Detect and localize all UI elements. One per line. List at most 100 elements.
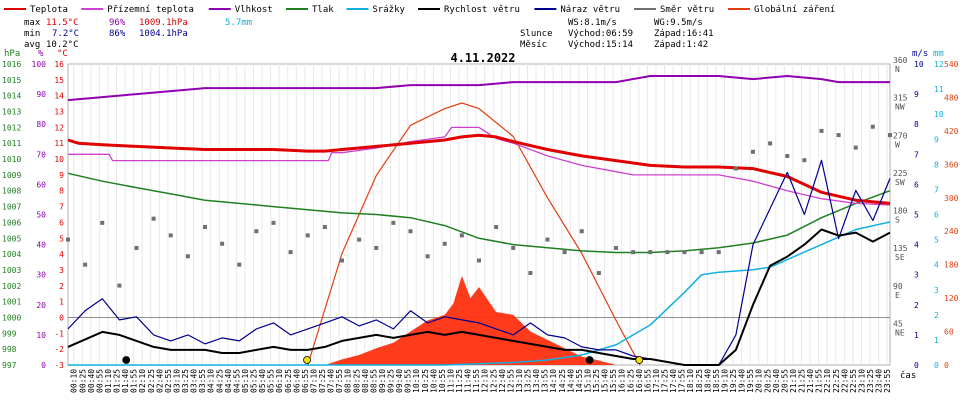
wind-dir-point-5: [151, 216, 156, 221]
tick-wind-5: 5: [914, 211, 919, 220]
time-label-7: 01:55: [130, 369, 139, 393]
wind-dir-point-23: [459, 233, 464, 238]
time-label-65: 16:25: [626, 369, 635, 393]
tick-temp-11: 8: [59, 187, 64, 196]
tick-rain-12: 12: [934, 60, 944, 69]
tick-temp-17: 14: [54, 92, 64, 101]
tick-dir-4: 225: [893, 169, 908, 178]
wind-dir-point-48: [888, 133, 892, 138]
tick-hpa-5: 1002: [2, 282, 21, 291]
time-label-11: 02:55: [164, 369, 173, 393]
time-label-45: 11:25: [455, 369, 464, 393]
time-label-83: 20:55: [780, 369, 789, 393]
wind-dir-point-24: [477, 258, 481, 263]
tick-rad-0: 0: [944, 361, 949, 370]
tick-dir-name-1: E: [895, 291, 900, 300]
time-label-22: 05:40: [258, 369, 267, 393]
tick-temp-6: 3: [59, 266, 64, 275]
wind-dir-point-39: [733, 166, 738, 171]
time-label-38: 09:40: [395, 369, 404, 393]
axis-header-hpa: hPa: [4, 49, 20, 59]
tick-rad-7: 420: [944, 127, 959, 136]
stats-min-press: 1004.1hPa: [139, 29, 188, 39]
wind-dir-point-8: [203, 225, 207, 230]
time-label-24: 06:10: [275, 369, 284, 393]
tick-wind-2: 2: [914, 301, 919, 310]
time-label-94: 23:40: [875, 369, 884, 393]
time-label-68: 17:10: [652, 369, 661, 393]
tick-temp-0: -3: [54, 361, 64, 370]
tick-temp-10: 7: [59, 203, 64, 212]
tick-dir-5: 270: [893, 131, 908, 140]
tick-wind-9: 9: [914, 90, 919, 99]
time-label-64: 16:10: [618, 369, 627, 393]
tick-temp-14: 11: [54, 139, 64, 148]
time-label-43: 10:55: [438, 369, 447, 393]
wind-dir-point-20: [408, 229, 413, 234]
time-label-62: 15:40: [601, 369, 610, 393]
wind-dir-point-36: [682, 250, 687, 255]
series-gust-line: [67, 159, 891, 366]
tick-pct-2: 10: [36, 331, 46, 340]
wind-dir-point-14: [305, 233, 310, 238]
wind-dir-point-38: [716, 250, 721, 255]
tick-dir-2: 135: [893, 244, 908, 253]
series-pressure-line: [67, 172, 891, 254]
time-label-20: 05:10: [241, 369, 250, 393]
time-label-89: 22:25: [832, 369, 841, 393]
time-label-50: 12:40: [498, 369, 507, 393]
tick-dir-0: 45: [893, 319, 903, 328]
tick-temp-18: 15: [54, 76, 64, 85]
stats-avg-label: avg: [24, 40, 40, 50]
time-label-21: 05:25: [250, 369, 259, 393]
time-label-8: 02:10: [138, 369, 147, 393]
tick-hpa-3: 1000: [2, 313, 21, 322]
tick-hpa-16: 1013: [2, 108, 21, 117]
wind-dir-point-18: [374, 245, 379, 250]
time-label-23: 05:55: [267, 369, 276, 393]
wind-dir-point-22: [442, 241, 447, 246]
tick-dir-name-7: N: [895, 65, 900, 74]
radiation-area: [324, 275, 616, 365]
info-moon-set: Západ:1:42: [654, 40, 708, 50]
wind-dir-point-6: [168, 233, 173, 238]
time-axis-labels: 00:10 00:25 00:40 00:55 01:10 01:25 01:40 01:55…: [70, 369, 892, 393]
axis-header-rain: mm: [933, 49, 944, 59]
tick-temp-13: 10: [54, 155, 64, 164]
time-label-34: 08:40: [361, 369, 370, 393]
stats-max-label: max: [24, 18, 41, 28]
info-wg: WG:9.5m/s: [654, 18, 703, 28]
tick-temp-7: 4: [59, 250, 64, 259]
time-label-25: 06:25: [284, 369, 293, 393]
time-label-69: 17:25: [661, 369, 670, 393]
time-label-32: 08:10: [344, 369, 353, 393]
time-label-72: 18:10: [686, 369, 695, 393]
legend-label-0: Teplota: [30, 5, 68, 15]
tick-rad-2: 120: [944, 294, 959, 303]
chart-title: 4.11.2022: [450, 51, 515, 65]
legend-label-5: Rychlost větru: [444, 5, 520, 15]
time-label-88: 22:10: [823, 369, 832, 393]
time-label-49: 12:25: [489, 369, 498, 393]
time-label-51: 12:55: [506, 369, 515, 393]
axis-header-wind: m/s: [912, 49, 928, 59]
time-label-36: 09:10: [378, 369, 387, 393]
info-sun-rise: Východ:06:59: [568, 29, 633, 39]
tick-wind-1: 1: [914, 331, 919, 340]
time-label-15: 03:55: [198, 369, 207, 393]
time-label-52: 13:10: [515, 369, 524, 393]
time-label-35: 08:55: [369, 369, 378, 393]
tick-pct-10: 50: [36, 211, 46, 220]
tick-rain-1: 1: [934, 336, 939, 345]
tick-hpa-15: 1012: [2, 123, 21, 132]
time-label-4: 01:10: [104, 369, 113, 393]
tick-hpa-1: 998: [2, 345, 17, 354]
axis-headers: hPa % °C m/s mm čas: [4, 49, 944, 381]
wind-dir-point-25: [494, 225, 499, 230]
tick-temp-4: 1: [59, 298, 64, 307]
time-label-40: 10:10: [412, 369, 421, 393]
tick-rain-5: 5: [934, 236, 939, 245]
time-label-9: 02:25: [147, 369, 156, 393]
time-label-16: 04:10: [207, 369, 216, 393]
moon-rise-marker: [585, 356, 594, 364]
